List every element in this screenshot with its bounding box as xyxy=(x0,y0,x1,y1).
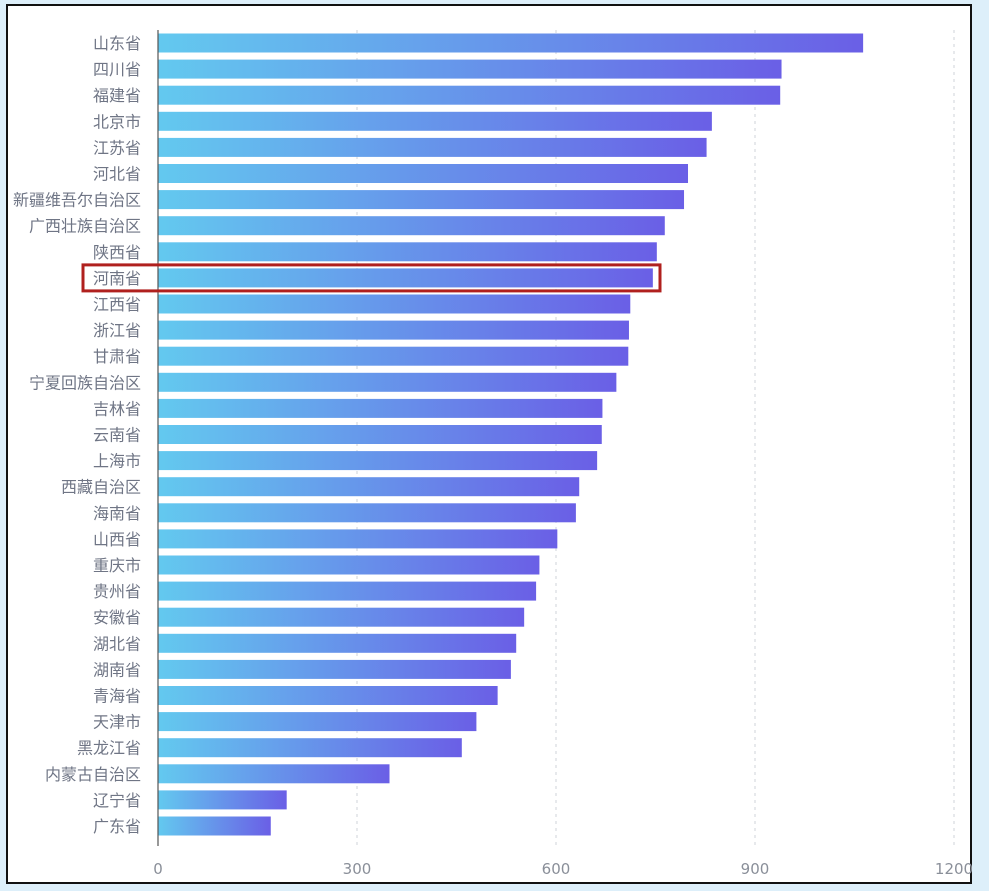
highlight-box xyxy=(81,263,662,293)
bar xyxy=(158,529,558,549)
bar xyxy=(158,111,712,131)
bar xyxy=(158,59,782,79)
bar xyxy=(158,85,781,105)
category-label: 四川省 xyxy=(93,60,141,79)
category-label: 贵州省 xyxy=(93,582,141,601)
category-label: 吉林省 xyxy=(93,399,141,418)
bar xyxy=(158,816,271,836)
category-label: 辽宁省 xyxy=(93,791,141,810)
category-label: 黑龙江省 xyxy=(77,739,141,758)
category-label: 广东省 xyxy=(93,817,141,836)
category-label: 上海市 xyxy=(93,452,141,471)
category-label: 天津市 xyxy=(93,713,141,732)
bar xyxy=(158,790,287,810)
bar xyxy=(158,555,540,575)
category-label: 海南省 xyxy=(93,504,141,523)
category-label: 湖南省 xyxy=(93,660,141,679)
bar xyxy=(158,686,498,705)
highlight-rectangle xyxy=(81,263,662,293)
bar xyxy=(158,477,580,497)
category-label: 安徽省 xyxy=(93,608,141,627)
x-tick-label: 300 xyxy=(343,860,372,878)
category-label: 湖北省 xyxy=(93,634,141,653)
category-label: 广西壮族自治区 xyxy=(29,217,141,236)
category-label: 江苏省 xyxy=(93,138,141,157)
bars xyxy=(158,33,864,836)
category-label: 宁夏回族自治区 xyxy=(29,373,141,392)
category-label: 浙江省 xyxy=(93,321,141,340)
bar xyxy=(158,294,631,314)
x-tick-label: 0 xyxy=(153,860,163,878)
category-label: 青海省 xyxy=(93,687,141,706)
bar xyxy=(158,738,462,758)
bar xyxy=(158,137,707,157)
bar xyxy=(158,268,653,288)
category-label: 江西省 xyxy=(93,295,141,314)
x-tick-label: 900 xyxy=(741,860,770,878)
bar xyxy=(158,346,629,366)
bar xyxy=(158,33,864,53)
category-label: 西藏自治区 xyxy=(61,478,141,497)
category-label: 新疆维吾尔自治区 xyxy=(13,191,141,210)
category-label: 福建省 xyxy=(93,86,141,105)
bar xyxy=(158,216,665,236)
category-label: 重庆市 xyxy=(93,556,141,575)
bar xyxy=(158,425,602,444)
bar xyxy=(158,581,537,601)
category-label: 山西省 xyxy=(93,530,141,549)
category-label: 河北省 xyxy=(93,165,141,184)
bar xyxy=(158,607,525,627)
bar xyxy=(158,503,576,523)
category-label: 山东省 xyxy=(93,34,141,53)
category-label: 河南省 xyxy=(93,269,141,288)
bar xyxy=(158,398,603,418)
bar xyxy=(158,372,617,392)
bar xyxy=(158,659,511,679)
bar xyxy=(158,320,629,340)
category-label: 陕西省 xyxy=(93,243,141,262)
bar xyxy=(158,633,517,653)
x-axis-ticks: 0 300 600 900 1200 xyxy=(153,860,973,878)
x-tick-label: 1200 xyxy=(935,860,973,878)
category-labels: 山东省四川省福建省北京市江苏省河北省新疆维吾尔自治区广西壮族自治区陕西省河南省江… xyxy=(13,34,141,836)
category-label: 内蒙古自治区 xyxy=(45,765,141,784)
bar xyxy=(158,164,689,183)
bar xyxy=(158,712,477,732)
bar xyxy=(158,242,657,262)
category-label: 云南省 xyxy=(93,426,141,445)
category-label: 北京市 xyxy=(93,112,141,131)
x-tick-label: 600 xyxy=(542,860,571,878)
bar xyxy=(158,190,685,210)
category-label: 甘肃省 xyxy=(93,347,141,366)
bar xyxy=(158,764,390,784)
bar xyxy=(158,451,598,471)
